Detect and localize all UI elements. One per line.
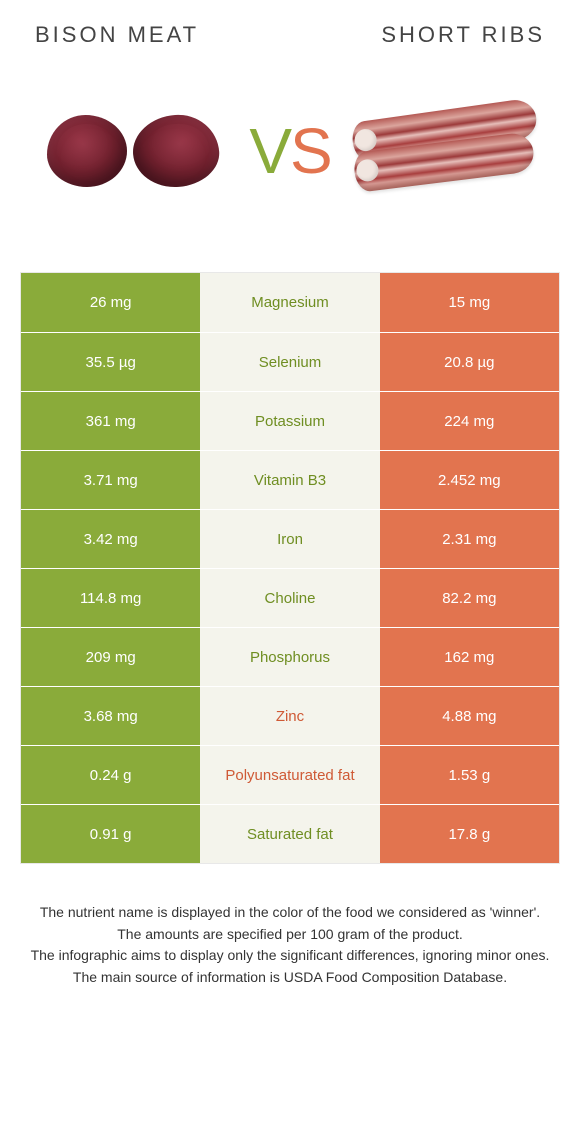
nutrient-label: Selenium bbox=[200, 333, 379, 391]
left-value: 3.71 mg bbox=[21, 451, 200, 509]
left-value: 3.68 mg bbox=[21, 687, 200, 745]
footer-line: The infographic aims to display only the… bbox=[26, 945, 554, 967]
left-value: 361 mg bbox=[21, 392, 200, 450]
table-row: 0.24 gPolyunsaturated fat1.53 g bbox=[21, 745, 559, 804]
hero-right-image bbox=[339, 96, 555, 206]
left-value: 26 mg bbox=[21, 273, 200, 332]
table-row: 3.42 mgIron2.31 mg bbox=[21, 509, 559, 568]
left-value: 209 mg bbox=[21, 628, 200, 686]
right-value: 162 mg bbox=[380, 628, 559, 686]
footer-line: The nutrient name is displayed in the co… bbox=[26, 902, 554, 924]
nutrient-label: Magnesium bbox=[200, 273, 379, 332]
hero: VS bbox=[20, 66, 560, 236]
left-value: 114.8 mg bbox=[21, 569, 200, 627]
left-value: 3.42 mg bbox=[21, 510, 200, 568]
right-value: 17.8 g bbox=[380, 805, 559, 863]
right-value: 20.8 µg bbox=[380, 333, 559, 391]
nutrient-label: Potassium bbox=[200, 392, 379, 450]
title-right: Short ribs bbox=[381, 22, 545, 48]
right-value: 2.31 mg bbox=[380, 510, 559, 568]
nutrient-label: Saturated fat bbox=[200, 805, 379, 863]
table-row: 361 mgPotassium224 mg bbox=[21, 391, 559, 450]
nutrient-label: Choline bbox=[200, 569, 379, 627]
right-value: 4.88 mg bbox=[380, 687, 559, 745]
table-row: 0.91 gSaturated fat17.8 g bbox=[21, 804, 559, 863]
left-value: 0.24 g bbox=[21, 746, 200, 804]
vs-label: VS bbox=[241, 114, 338, 188]
nutrient-label: Phosphorus bbox=[200, 628, 379, 686]
right-value: 2.452 mg bbox=[380, 451, 559, 509]
footer-notes: The nutrient name is displayed in the co… bbox=[20, 902, 560, 989]
nutrient-label: Iron bbox=[200, 510, 379, 568]
title-row: Bison meat Short ribs bbox=[20, 22, 560, 48]
right-value: 15 mg bbox=[380, 273, 559, 332]
bison-meat-icon bbox=[47, 115, 127, 187]
nutrient-label: Zinc bbox=[200, 687, 379, 745]
table-row: 26 mgMagnesium15 mg bbox=[21, 273, 559, 332]
table-row: 35.5 µgSelenium20.8 µg bbox=[21, 332, 559, 391]
right-value: 82.2 mg bbox=[380, 569, 559, 627]
table-row: 114.8 mgCholine82.2 mg bbox=[21, 568, 559, 627]
left-value: 0.91 g bbox=[21, 805, 200, 863]
footer-line: The main source of information is USDA F… bbox=[26, 967, 554, 989]
table-row: 209 mgPhosphorus162 mg bbox=[21, 627, 559, 686]
vs-v: V bbox=[249, 115, 290, 187]
table-row: 3.71 mgVitamin B32.452 mg bbox=[21, 450, 559, 509]
nutrient-label: Vitamin B3 bbox=[200, 451, 379, 509]
table-row: 3.68 mgZinc4.88 mg bbox=[21, 686, 559, 745]
comparison-table: 26 mgMagnesium15 mg35.5 µgSelenium20.8 µ… bbox=[20, 272, 560, 864]
short-ribs-icon bbox=[352, 96, 542, 206]
right-value: 224 mg bbox=[380, 392, 559, 450]
title-left: Bison meat bbox=[35, 22, 199, 48]
right-value: 1.53 g bbox=[380, 746, 559, 804]
vs-s: S bbox=[290, 115, 331, 187]
hero-left-image bbox=[25, 115, 241, 187]
nutrient-label: Polyunsaturated fat bbox=[200, 746, 379, 804]
footer-line: The amounts are specified per 100 gram o… bbox=[26, 924, 554, 946]
left-value: 35.5 µg bbox=[21, 333, 200, 391]
bison-meat-icon bbox=[131, 112, 222, 190]
